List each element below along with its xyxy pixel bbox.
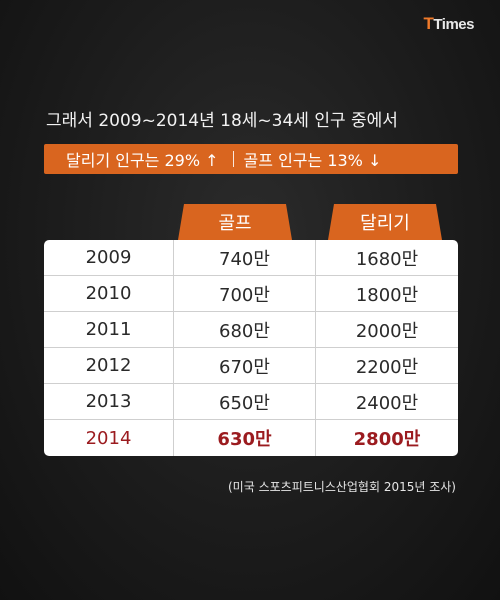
year-cell: 2013	[85, 391, 132, 412]
population-table: 2009 740만 1680만 2010 700만 1800만 2011 680…	[44, 240, 458, 456]
running-cell: 1800만	[315, 276, 458, 311]
year-cell: 2010	[85, 283, 132, 304]
table-row-highlight: 2014 630만 2800만	[44, 420, 458, 456]
running-cell: 2000만	[315, 312, 458, 347]
golf-cell: 670만	[173, 348, 315, 383]
golf-cell: 630만	[173, 420, 315, 456]
golf-cell: 680만	[173, 312, 315, 347]
header-running: 달리기	[328, 204, 442, 240]
year-cell: 2014	[85, 427, 132, 449]
logo-text: Times	[433, 16, 474, 33]
table-row: 2013 650만 2400만	[44, 384, 458, 420]
running-summary: 달리기 인구는 29% ↑	[66, 151, 219, 170]
ttimes-logo: TTimes	[423, 14, 475, 34]
table-row: 2012 670만 2200만	[44, 348, 458, 384]
header-golf: 골프	[178, 204, 292, 240]
headline: 그래서 2009~2014년 18세~34세 인구 중에서	[46, 111, 398, 131]
running-cell: 2800만	[315, 420, 458, 456]
golf-cell: 740만	[173, 240, 315, 275]
table-row: 2010 700만 1800만	[44, 276, 458, 312]
year-cell: 2009	[85, 247, 132, 268]
source-note: (미국 스포츠피트니스산업협회 2015년 조사)	[228, 480, 456, 494]
running-cell: 2400만	[315, 384, 458, 419]
year-cell: 2012	[85, 355, 132, 376]
summary-banner: 달리기 인구는 29% ↑ 골프 인구는 13% ↓	[44, 144, 458, 174]
golf-cell: 650만	[173, 384, 315, 419]
table-row: 2011 680만 2000만	[44, 312, 458, 348]
logo-t: T	[423, 14, 434, 33]
golf-summary: 골프 인구는 13% ↓	[243, 151, 382, 170]
year-cell: 2011	[85, 319, 132, 340]
running-cell: 2200만	[315, 348, 458, 383]
golf-cell: 700만	[173, 276, 315, 311]
banner-divider	[232, 151, 234, 167]
table-row: 2009 740만 1680만	[44, 240, 458, 276]
running-cell: 1680만	[315, 240, 458, 275]
